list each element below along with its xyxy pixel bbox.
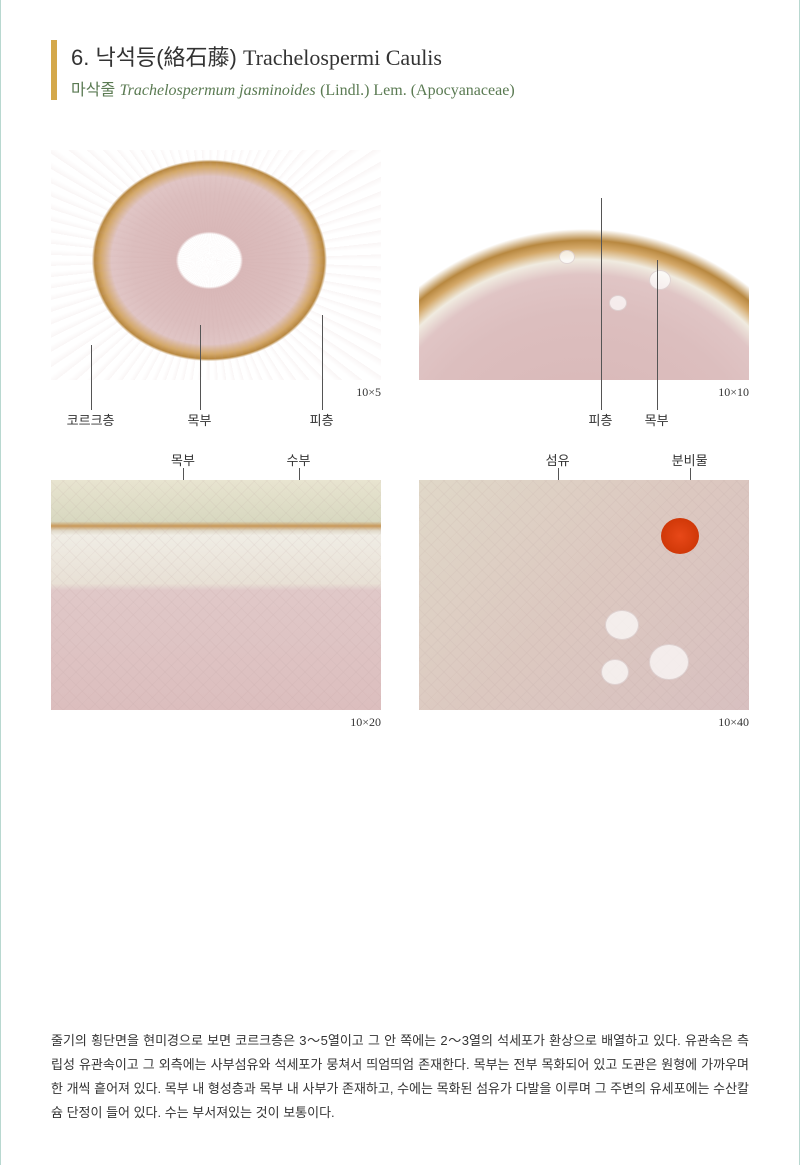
figures-grid: 10×5 코르크층 목부 피층 10×10 <box>51 150 749 710</box>
subtitle-line: 마삭줄 Trachelospermum jasminoides (Lindl.)… <box>71 76 749 100</box>
micrograph-10x5 <box>51 150 381 380</box>
magnification-label: 10×40 <box>718 715 749 730</box>
micrograph-10x10 <box>419 150 749 380</box>
anatomy-label: 목부 <box>171 450 195 469</box>
vessel-shape <box>601 659 629 685</box>
texture-overlay <box>51 150 381 380</box>
figure-row-2: 목부 수부 10×20 섬유 분비물 <box>51 480 749 710</box>
title-line: 6. 낙석등(絡石藤) Trachelospermi Caulis <box>71 40 749 72</box>
figure-2: 10×10 피층 목부 <box>419 150 749 380</box>
title-latin: Trachelospermi Caulis <box>243 45 442 70</box>
anatomy-label: 분비물 <box>672 450 708 469</box>
vessel-shape <box>649 644 689 680</box>
micrograph-10x20 <box>51 480 381 710</box>
figure-1: 10×5 코르크층 목부 피층 <box>51 150 381 380</box>
pointer-line <box>657 260 658 410</box>
title-korean: 낙석등(絡石藤) <box>95 45 236 70</box>
vessel-shape <box>559 250 575 264</box>
magnification-label: 10×5 <box>356 385 381 400</box>
entry-number: 6. <box>71 45 89 70</box>
pointer-line <box>91 345 92 410</box>
anatomy-label: 섬유 <box>546 450 570 469</box>
pointer-line <box>200 325 201 410</box>
anatomy-label: 수부 <box>287 450 311 469</box>
vessel-shape <box>605 610 639 640</box>
figure-row-1: 10×5 코르크층 목부 피층 10×10 <box>51 150 749 380</box>
anatomy-label: 목부 <box>645 410 669 429</box>
magnification-label: 10×20 <box>350 715 381 730</box>
description-paragraph: 줄기의 횡단면을 현미경으로 보면 코르크층은 3～5열이고 그 안 쪽에는 2… <box>51 1029 749 1125</box>
micrograph-10x40 <box>419 480 749 710</box>
texture-overlay <box>51 480 381 710</box>
vessel-shape <box>609 295 627 311</box>
secretion-spot <box>661 518 699 554</box>
pointer-line <box>322 315 323 410</box>
figure-4: 섬유 분비물 10×40 <box>419 480 749 710</box>
anatomy-label: 피층 <box>310 410 334 429</box>
vessel-shape <box>649 270 671 290</box>
entry-header: 6. 낙석등(絡石藤) Trachelospermi Caulis 마삭줄 Tr… <box>51 40 749 100</box>
page-container: 6. 낙석등(絡石藤) Trachelospermi Caulis 마삭줄 Tr… <box>0 0 800 1165</box>
anatomy-label: 코르크층 <box>67 410 115 429</box>
anatomy-label: 피층 <box>589 410 613 429</box>
subtitle-species: Trachelospermum jasminoides <box>120 82 316 99</box>
figure-3: 목부 수부 10×20 <box>51 480 381 710</box>
texture-overlay <box>419 480 749 710</box>
anatomy-label: 목부 <box>188 410 212 429</box>
subtitle-authority: (Lindl.) Lem. (Apocyanaceae) <box>320 82 515 99</box>
subtitle-korean: 마삭줄 <box>71 82 115 99</box>
magnification-label: 10×10 <box>718 385 749 400</box>
pointer-line <box>601 198 602 410</box>
